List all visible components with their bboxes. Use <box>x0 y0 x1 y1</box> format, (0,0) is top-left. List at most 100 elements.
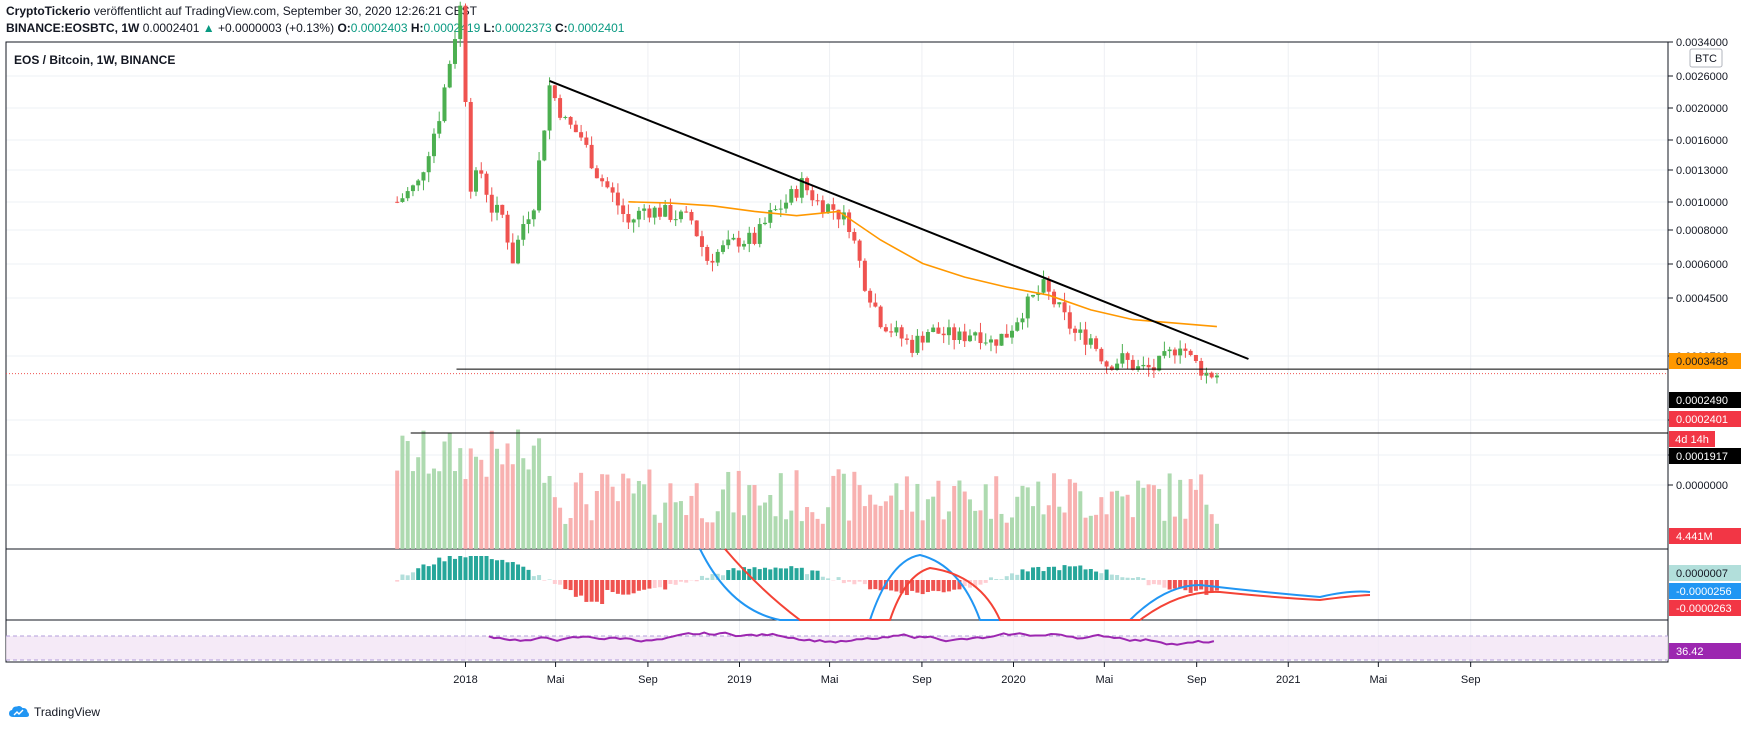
macd-histogram-bar <box>537 575 542 580</box>
volume-bar <box>631 493 636 549</box>
macd-histogram-bar <box>699 575 704 580</box>
candle-body <box>1162 351 1167 356</box>
volume-bar <box>605 474 610 549</box>
volume-bar <box>568 518 573 549</box>
volume-bar <box>552 497 557 549</box>
volume-bar <box>542 482 547 549</box>
volume-bar <box>505 443 510 549</box>
macd-histogram-bar <box>437 557 442 580</box>
x-tick-label: Mai <box>821 674 839 686</box>
change-arrow-icon: ▲ <box>202 21 215 35</box>
candle-body <box>815 200 820 202</box>
svg-text:4.441M: 4.441M <box>1676 531 1713 543</box>
svg-text:-0.0000256: -0.0000256 <box>1676 586 1732 598</box>
candle-body <box>558 98 563 118</box>
volume-bar <box>799 521 804 549</box>
author-name[interactable]: CryptoTickerio <box>6 4 91 18</box>
macd-histogram-bar <box>720 575 725 580</box>
volume-bar <box>862 506 867 549</box>
macd-histogram-bar <box>852 580 857 585</box>
x-tick-label: 2019 <box>727 674 751 686</box>
candle-body <box>941 333 946 336</box>
macd-histogram-bar <box>421 564 426 580</box>
x-tick-label: Sep <box>1461 674 1481 686</box>
chart-frame <box>5 41 1669 663</box>
time-axis[interactable]: 2018 Mai Sep 2019 Mai Sep 2020 Mai Sep 2021 Mai Sep <box>453 662 1480 686</box>
tradingview-logo[interactable]: TradingView <box>8 705 100 719</box>
volume-bar <box>426 473 431 549</box>
candle-body <box>742 243 747 247</box>
volume-bar <box>668 483 673 549</box>
volume-bar <box>768 495 773 549</box>
volume-bar <box>883 501 888 549</box>
volume-bar <box>684 515 689 549</box>
volume-bar <box>1057 506 1062 549</box>
volume-bar <box>1204 504 1209 549</box>
macd-histogram-bar <box>1004 576 1009 580</box>
macd-histogram-bar <box>442 561 447 580</box>
volume-bar <box>894 483 899 549</box>
candle-body <box>820 200 825 214</box>
candle-body <box>1025 296 1030 319</box>
candle-body <box>663 205 668 217</box>
volume-bar <box>710 522 715 549</box>
candle-body <box>1214 375 1219 378</box>
volume-bar <box>689 495 694 549</box>
candle-body <box>463 5 468 103</box>
tradingview-cloud-icon <box>9 706 29 717</box>
candle-body <box>784 202 789 209</box>
volume-bar <box>647 469 652 549</box>
volume-bar <box>731 512 736 549</box>
volume-bar <box>558 507 563 549</box>
y-tick-label: 0.0010000 <box>1676 197 1728 209</box>
macd-histogram-bar <box>452 558 457 580</box>
candle-body <box>873 302 878 307</box>
volume-bar <box>516 429 521 549</box>
volume-bar <box>915 483 920 549</box>
volume-bar <box>773 516 778 549</box>
volume-bar <box>1157 488 1162 549</box>
macd-histogram-bar <box>631 580 636 594</box>
volume-bar <box>437 471 442 549</box>
volume-bar <box>1009 517 1014 549</box>
volume-bar <box>763 502 768 549</box>
macd-histogram-bar <box>731 568 736 580</box>
macd-histogram-bar <box>642 580 647 590</box>
candle-body <box>757 224 762 244</box>
candle-body <box>915 335 920 353</box>
candle-body <box>615 192 620 206</box>
volume-bar <box>1193 489 1198 549</box>
volume-bar <box>458 448 463 549</box>
volume-bar <box>1146 484 1151 549</box>
candle-body <box>904 338 909 340</box>
svg-text:0.0001917: 0.0001917 <box>1676 451 1728 463</box>
last-price: 0.0002401 <box>142 21 200 35</box>
volume-bar <box>841 473 846 549</box>
x-tick-label: Mai <box>547 674 565 686</box>
volume-bar <box>1062 512 1067 549</box>
x-tick-label: 2018 <box>453 674 477 686</box>
volume-bar <box>904 476 909 549</box>
currency-badge[interactable]: BTC <box>1689 48 1723 68</box>
macd-histogram-bar <box>663 580 668 590</box>
macd-histogram-bar <box>999 579 1004 580</box>
macd-histogram-bar <box>1036 566 1041 580</box>
candle-body <box>468 102 473 192</box>
y-tick-label: 0.0000000 <box>1676 480 1728 492</box>
volume-bar <box>537 438 542 549</box>
candle-body <box>826 204 831 214</box>
trendline[interactable] <box>549 79 1249 360</box>
macd-histogram-bar <box>941 580 946 593</box>
volume-bar <box>531 445 536 549</box>
volume-bar <box>705 522 710 549</box>
candle-body <box>1125 353 1130 360</box>
volume-bar <box>1141 487 1146 549</box>
candle-body <box>810 190 815 201</box>
close-value: 0.0002401 <box>567 21 625 35</box>
macd-histogram-bar <box>521 566 526 580</box>
volume-bar <box>547 475 552 549</box>
volume-bar <box>584 504 589 549</box>
volume-bar <box>1036 481 1041 549</box>
y-tick-label: 0.0008000 <box>1676 225 1728 237</box>
